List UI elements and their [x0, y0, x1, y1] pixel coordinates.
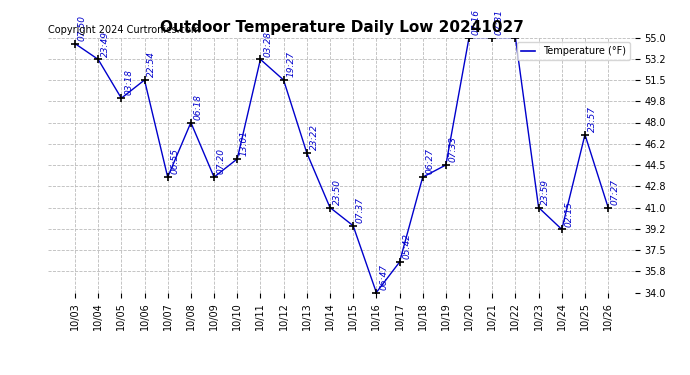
Text: 07:33: 07:33	[448, 136, 457, 162]
Text: 23:57: 23:57	[588, 106, 597, 132]
Text: 07:27: 07:27	[611, 179, 620, 205]
Text: 02:15: 02:15	[564, 201, 573, 226]
Text: 07:20: 07:20	[217, 148, 226, 174]
Text: 07:31: 07:31	[495, 9, 504, 35]
Text: Copyright 2024 Curtronics.com: Copyright 2024 Curtronics.com	[48, 25, 201, 35]
Text: 07:50: 07:50	[78, 15, 87, 41]
Text: 19:27: 19:27	[286, 51, 295, 77]
Legend: Temperature (°F): Temperature (°F)	[517, 42, 630, 60]
Text: 03:28: 03:28	[263, 31, 272, 57]
Text: 03:18: 03:18	[124, 69, 133, 95]
Text: 23:50: 23:50	[333, 179, 342, 205]
Text: 23:22: 23:22	[310, 124, 319, 150]
Text: 07:16: 07:16	[472, 9, 481, 35]
Text: 23:59: 23:59	[542, 179, 551, 205]
Text: 06:18: 06:18	[194, 94, 203, 120]
Text: 22:54: 22:54	[147, 51, 156, 77]
Text: 07:37: 07:37	[356, 197, 365, 223]
Text: 06:55: 06:55	[170, 148, 179, 174]
Text: 06:27: 06:27	[426, 148, 435, 174]
Text: 05:42: 05:42	[402, 233, 411, 260]
Title: Outdoor Temperature Daily Low 20241027: Outdoor Temperature Daily Low 20241027	[159, 20, 524, 35]
Text: 06:47: 06:47	[379, 264, 388, 290]
Text: 13:01: 13:01	[240, 130, 249, 156]
Text: 23:49: 23:49	[101, 31, 110, 57]
